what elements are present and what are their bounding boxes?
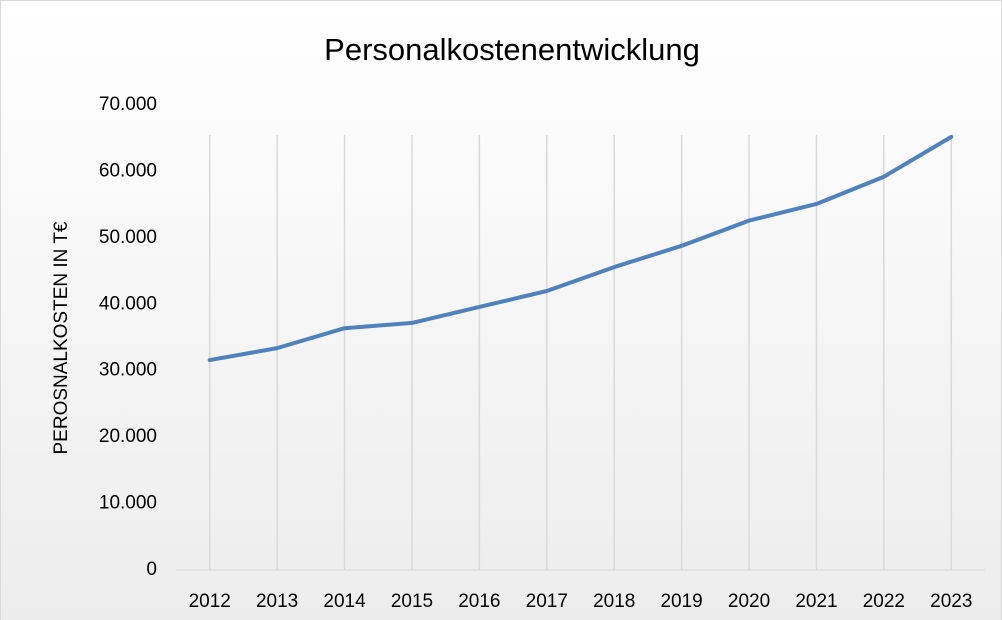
x-tick-label: 2018 — [593, 591, 635, 612]
x-tick-label: 2020 — [728, 591, 770, 612]
y-tick-label: 60.000 — [99, 160, 157, 181]
x-tick-label: 2017 — [526, 591, 568, 612]
x-tick-label: 2015 — [391, 591, 433, 612]
y-tick-label: 70.000 — [99, 94, 157, 115]
x-tick-label: 2022 — [863, 591, 905, 612]
y-tick-label: 0 — [146, 559, 157, 580]
x-tick-label: 2014 — [323, 591, 366, 612]
y-tick-label: 50.000 — [99, 227, 157, 248]
x-tick-label: 2012 — [189, 591, 231, 612]
x-tick-label: 2013 — [256, 591, 298, 612]
chart-title: Personalkostenentwicklung — [324, 32, 700, 67]
x-tick-label: 2023 — [930, 591, 972, 612]
y-tick-label: 30.000 — [99, 360, 157, 381]
y-tick-label: 10.000 — [99, 493, 157, 514]
line-series — [207, 134, 954, 363]
x-tick-label: 2016 — [458, 591, 500, 612]
y-tick-label: 40.000 — [99, 293, 157, 314]
x-tick-label: 2021 — [795, 591, 837, 612]
x-tick-label: 2019 — [660, 591, 702, 612]
y-axis-title: PEROSNALKOSTEN IN T€ — [51, 221, 72, 454]
y-tick-label: 20.000 — [99, 426, 157, 447]
